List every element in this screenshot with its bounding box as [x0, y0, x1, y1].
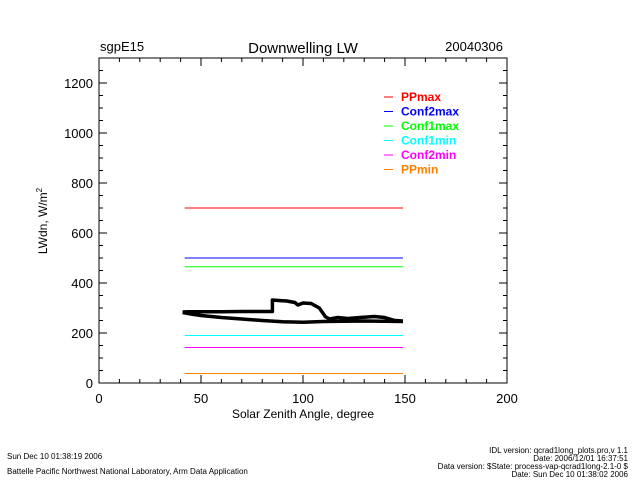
y-tick-label: 600: [71, 226, 93, 241]
footer-data-date: Date: Sun Dec 10 01:38:02 2006: [511, 470, 628, 479]
x-axis-label: Solar Zenith Angle, degree: [232, 407, 374, 421]
x-tick-label: 0: [95, 391, 102, 406]
footer-timestamp: Sun Dec 10 01:38:19 2006: [7, 452, 103, 461]
data-series-afternoon: [182, 298, 404, 323]
chart-title: Downwelling LW: [248, 40, 359, 57]
y-tick-label: 0: [86, 376, 93, 391]
legend-label: Conf2max: [401, 105, 459, 119]
date-label: 20040306: [445, 39, 503, 54]
footer-data-version: Data version: $State: process-vap-qcrad1…: [437, 462, 628, 471]
site-label: sgpE15: [100, 39, 144, 54]
legend-label: Conf1max: [401, 119, 459, 133]
x-tick-label: 150: [394, 391, 416, 406]
y-tick-label: 1000: [64, 126, 93, 141]
legend-label: Conf2min: [401, 148, 456, 162]
footer-idl-date: Date: 2006/12/01 16:37:51: [533, 454, 628, 463]
x-tick-label: 50: [194, 391, 208, 406]
y-tick-label: 400: [71, 276, 93, 291]
legend-label: Conf1min: [401, 134, 456, 148]
legend-label: PPmax: [401, 90, 441, 104]
y-tick-label: 800: [71, 176, 93, 191]
y-tick-label: 200: [71, 326, 93, 341]
footer-org: Battelle Pacific Northwest National Labo…: [7, 467, 248, 476]
y-tick-label: 1200: [64, 76, 93, 91]
y-axis-label: LWdn, W/m2: [35, 187, 50, 254]
data-series-morning: [182, 310, 403, 324]
footer-idl-version: IDL version: qcrad1long_plots.pro,v 1.1: [489, 446, 628, 455]
legend-label: PPmin: [401, 163, 438, 177]
x-tick-label: 200: [496, 391, 518, 406]
chart: sgpE15 Downwelling LW 20040306 Solar Zen…: [35, 39, 518, 421]
x-tick-label: 100: [292, 391, 314, 406]
